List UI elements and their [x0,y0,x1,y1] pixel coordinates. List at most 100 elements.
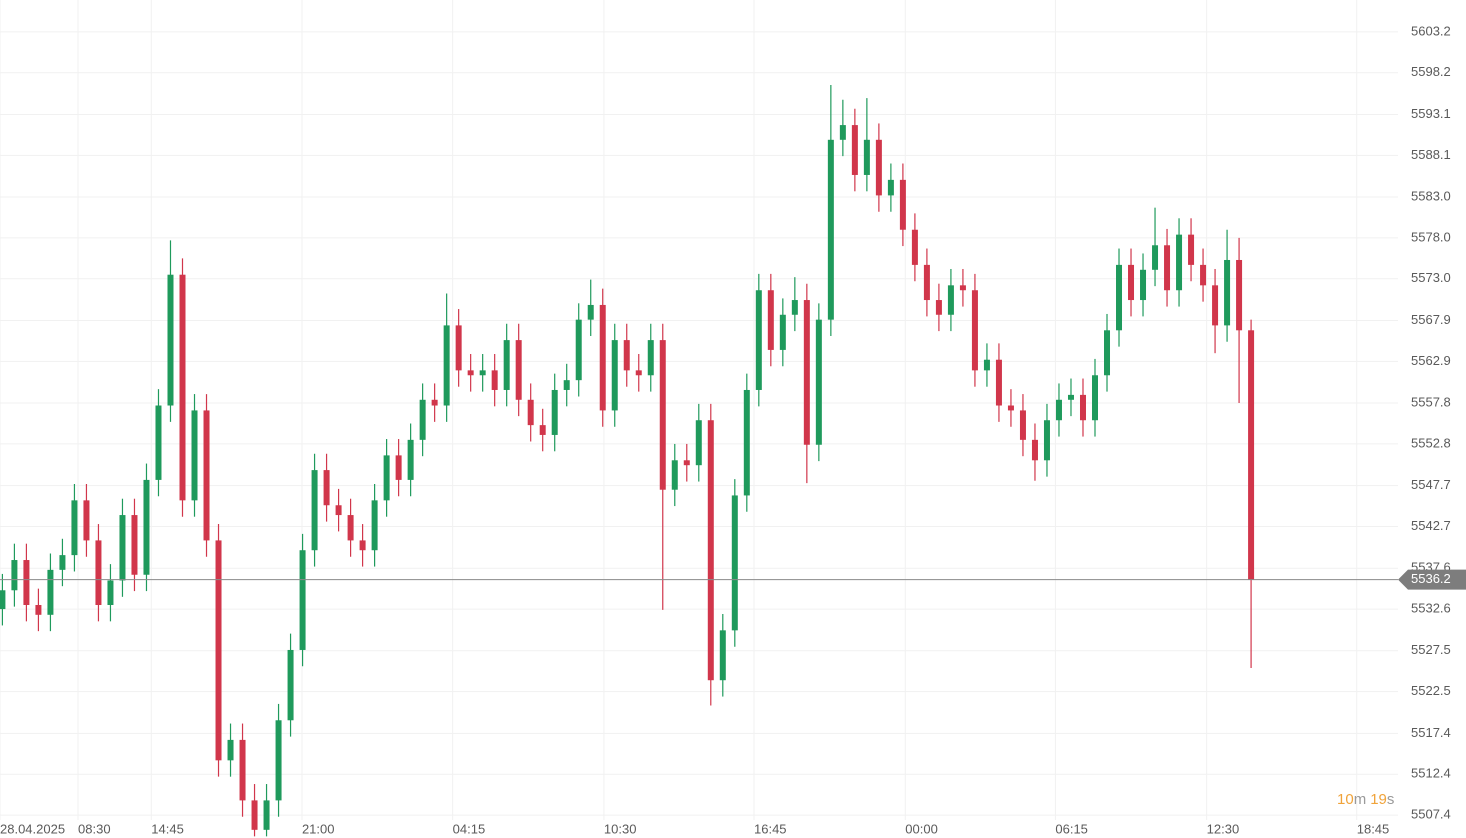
x-tick-label: 12:30 [1207,821,1240,836]
candle-body [575,319,582,381]
candle-body [743,389,750,496]
candle-body [971,290,978,371]
candle-body [1212,285,1219,326]
y-tick-label: 5598.2 [1411,64,1451,79]
candle-body [779,314,786,350]
candle-body [311,470,318,551]
candle-body [443,325,450,406]
y-tick-label: 5573.0 [1411,270,1451,285]
x-tick-label: 18:45 [1357,821,1390,836]
candle-body [947,285,954,315]
y-tick-label: 5532.6 [1411,601,1451,616]
x-tick-label: 16:45 [754,821,787,836]
x-tick-label: 28.04.2025 [0,821,65,836]
countdown-minutes-unit: m [1354,791,1367,808]
countdown: 10m 19s [1337,791,1394,808]
candle-body [371,500,378,551]
candle-body [191,410,198,501]
candle-body [767,290,774,350]
y-tick-label: 5547.7 [1411,477,1451,492]
x-tick-label: 06:15 [1055,821,1088,836]
y-tick-label: 5603.2 [1411,23,1451,38]
candle-body [803,300,810,445]
candle-body [131,515,138,575]
candle-body [839,125,846,140]
y-tick-label: 5542.7 [1411,518,1451,533]
candle-body [239,739,246,801]
candle-body [59,555,66,570]
x-tick-label: 04:15 [453,821,486,836]
candle-body [11,560,18,591]
countdown-seconds: 19 [1370,791,1387,808]
candle-body [1079,394,1086,421]
candle-body [203,410,210,541]
candle-body [683,460,690,466]
candle-body [179,274,186,501]
x-tick-label: 00:00 [905,821,938,836]
candle-body [1236,259,1243,331]
candle-body [167,274,174,406]
candles [0,85,1255,837]
y-tick-label: 5517.4 [1411,725,1451,740]
candle-body [731,495,738,631]
candle-body [911,229,918,265]
candle-body [455,325,462,371]
candle-body [95,540,102,605]
candle-body [935,300,942,315]
candle-body [635,370,642,376]
y-tick-label: 5512.4 [1411,766,1451,781]
candle-body [719,630,726,681]
candle-body [1007,405,1014,411]
y-tick-label: 5552.8 [1411,435,1451,450]
candle-body [887,179,894,196]
candle-body [515,340,522,400]
candle-body [539,425,546,435]
candle-body [995,359,1002,406]
candle-body [623,340,630,371]
candle-body [227,739,234,761]
y-tick-label: 5567.9 [1411,312,1451,327]
candle-body [1031,439,1038,461]
x-tick-label: 08:30 [78,821,111,836]
candle-body [47,569,54,615]
candle-body [503,340,510,390]
candle-body [155,405,162,480]
candle-body [1116,264,1123,331]
y-tick-label: 5578.0 [1411,229,1451,244]
candle-body [287,649,294,721]
candle-body [599,304,606,411]
candle-body [347,515,354,541]
candle-body [1043,420,1050,461]
candle-body [1200,264,1207,286]
candle-body [383,455,390,501]
last-price-label: 5536.2 [1411,571,1451,586]
candle-body [695,420,702,466]
x-tick-label: 10:30 [604,821,637,836]
candle-body [1224,259,1231,326]
candle-body [1140,269,1147,301]
candle-body [671,460,678,490]
candle-body [983,359,990,371]
candle-body [35,604,42,615]
candle-body [827,139,834,320]
candle-body [1176,234,1183,291]
candle-body [143,479,150,575]
y-tick-label: 5522.5 [1411,683,1451,698]
candle-body [1248,330,1255,580]
y-tick-label: 5557.8 [1411,394,1451,409]
candle-body [875,139,882,196]
candle-body [611,340,618,411]
candle-body [899,179,906,230]
y-tick-label: 5527.5 [1411,642,1451,657]
candle-body [359,540,366,551]
y-tick-label: 5562.9 [1411,353,1451,368]
candle-body [587,304,594,320]
candle-body [491,370,498,390]
candle-body [923,264,930,301]
candle-body [71,500,78,556]
x-tick-label: 14:45 [151,821,184,836]
candle-body [263,800,270,830]
candle-body [1067,394,1074,400]
countdown-seconds-unit: s [1387,791,1395,808]
